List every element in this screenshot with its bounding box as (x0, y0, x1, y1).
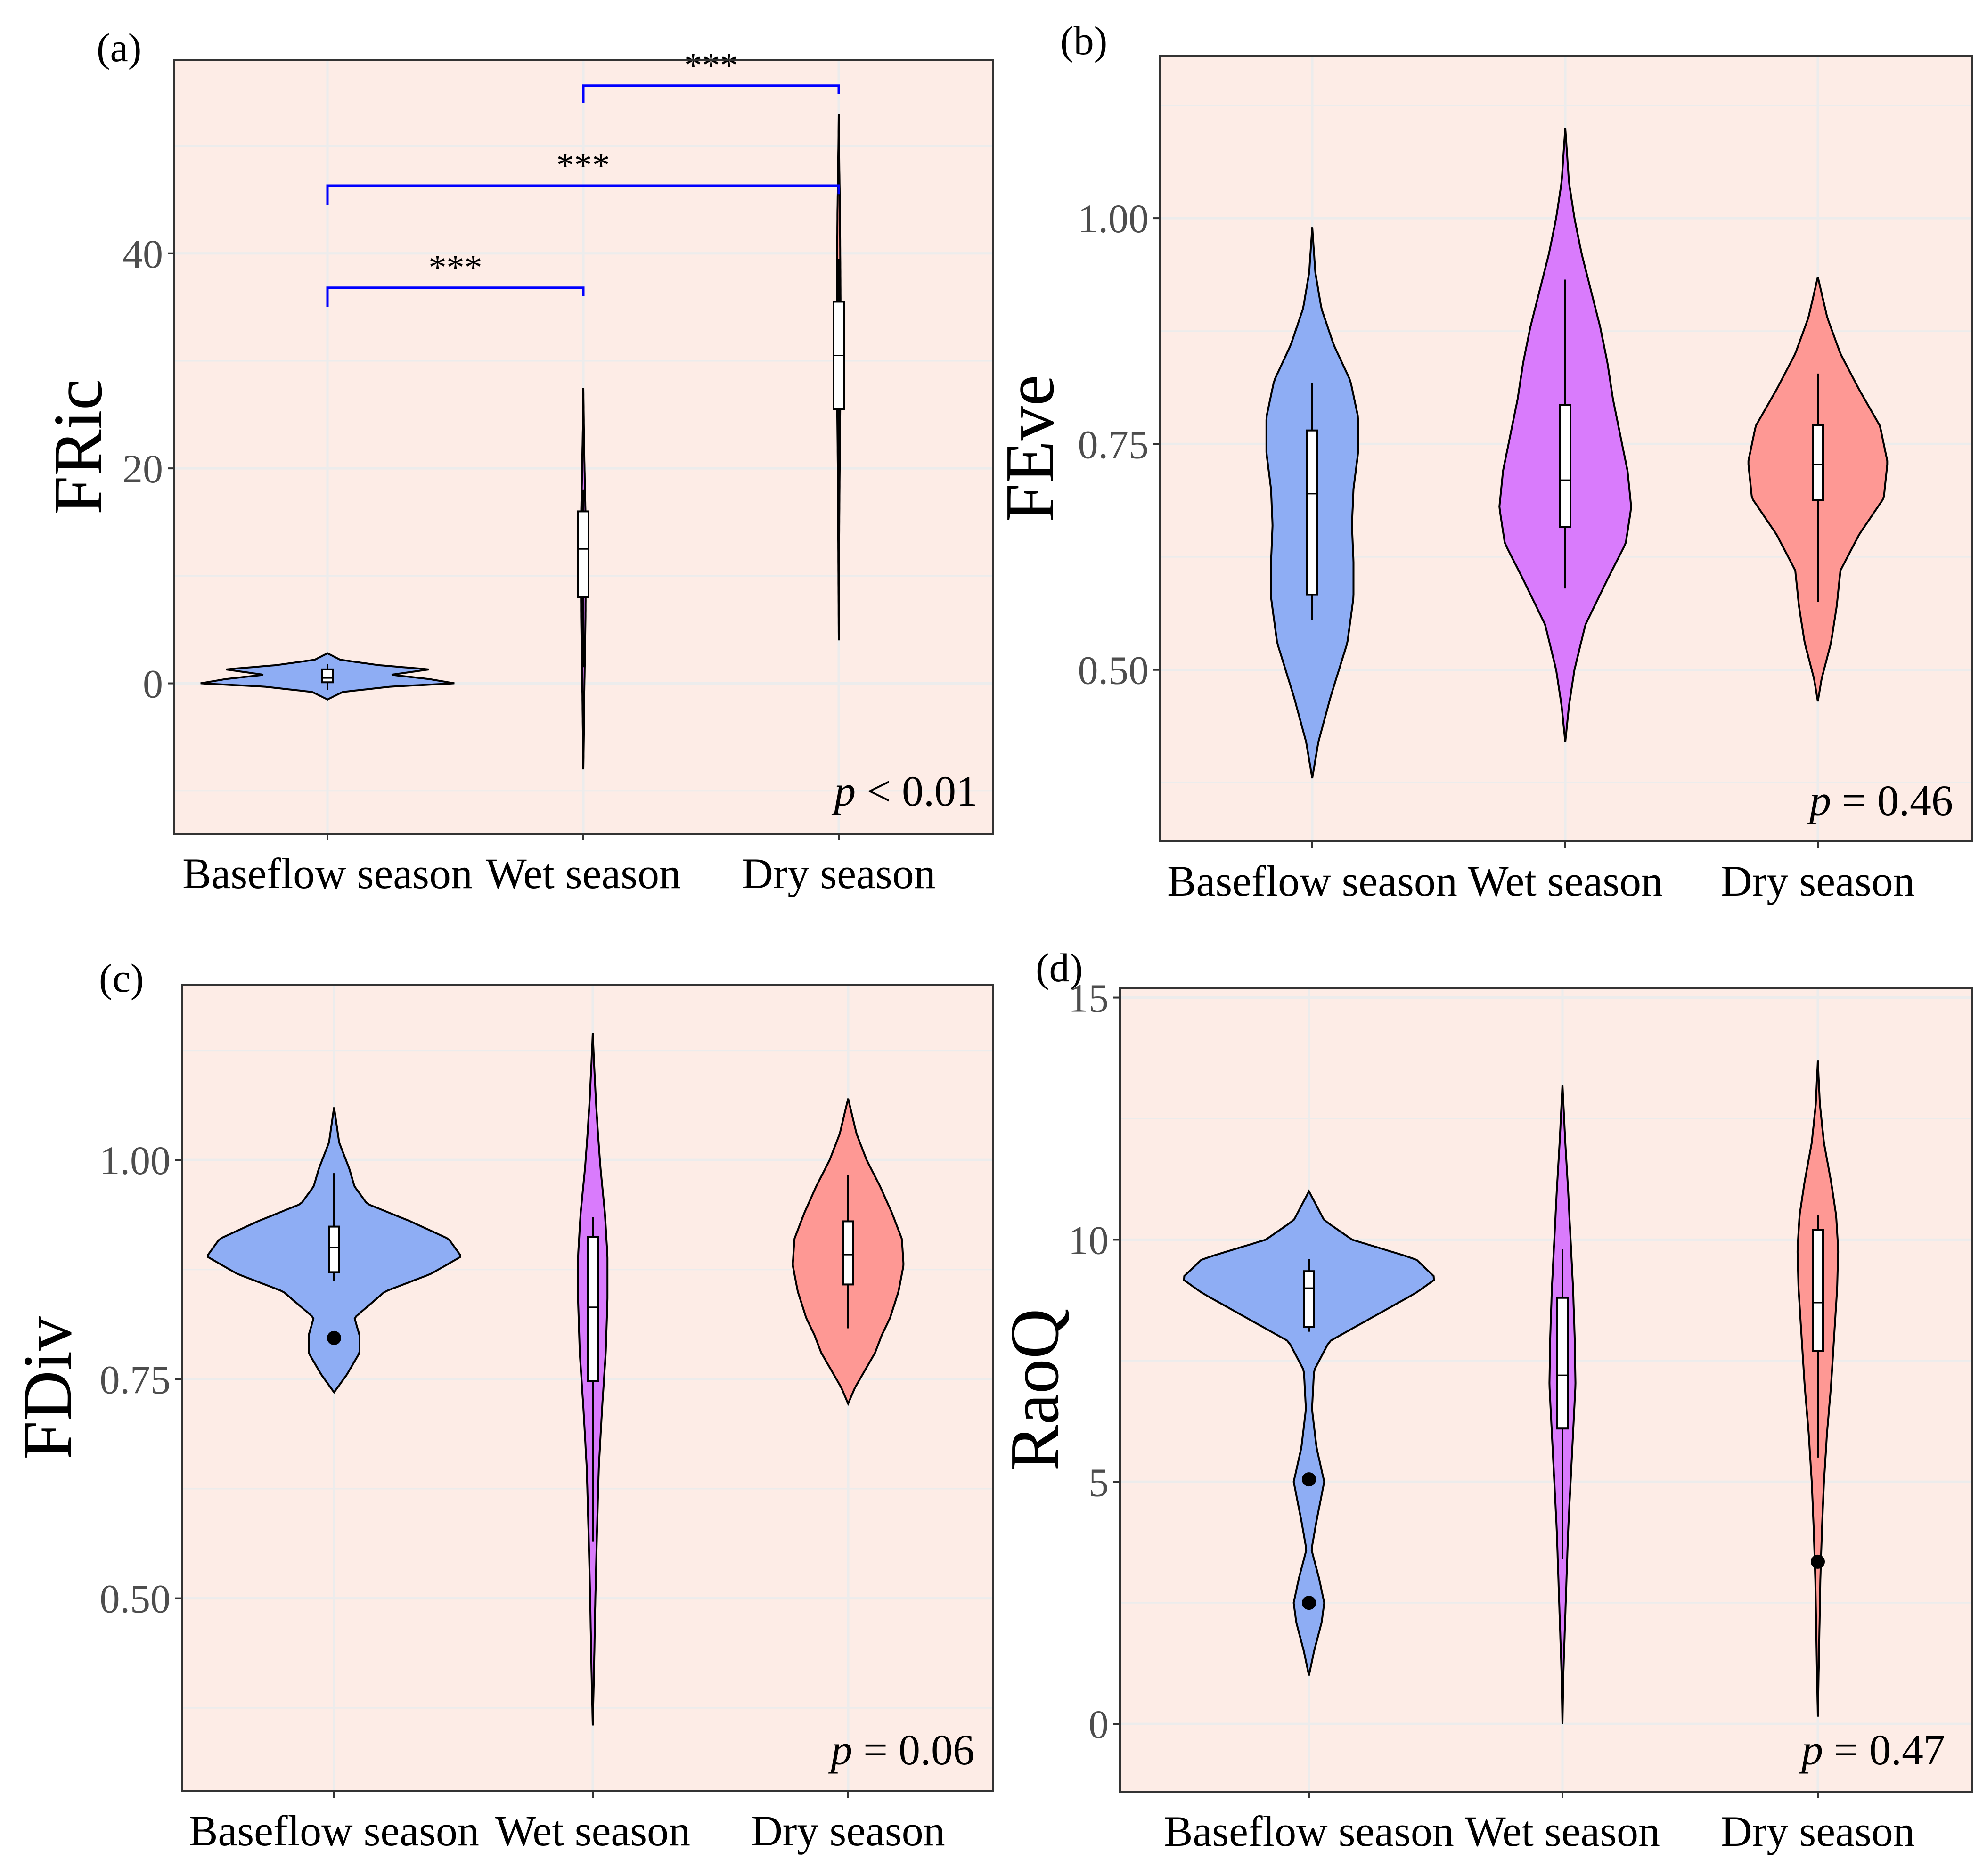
plot-background (1120, 988, 1972, 1792)
p-value-annotation: p = 0.06 (828, 1726, 974, 1774)
y-tick-label: 40 (123, 231, 163, 277)
y-tick-label: 1.00 (100, 1138, 171, 1183)
x-tick-label-wet: Wet season (1465, 1807, 1660, 1855)
x-tick-label-dry: Dry season (1721, 1807, 1914, 1855)
significance-bracket: *** (326, 248, 585, 307)
box-iqr (587, 1236, 599, 1382)
bracket-line (326, 286, 585, 307)
y-tick-label: 0 (1088, 1702, 1109, 1747)
panel-b: 0.50 0.75 1.00 Baseflow season Wet season Dry… (991, 18, 1973, 905)
p-value-text: < 0.01 (856, 767, 978, 815)
violin-dry (1747, 277, 1889, 702)
violin-dry (792, 1098, 905, 1406)
x-tick-label-dry: Dry season (742, 849, 935, 897)
violin-dry (833, 114, 845, 641)
y-tick-label: 0.75 (100, 1357, 171, 1402)
box-iqr (1812, 424, 1824, 501)
y-tick-label: 0.50 (100, 1576, 171, 1622)
box-iqr (328, 1225, 340, 1273)
significance-stars: *** (429, 248, 482, 287)
p-value-text: = 0.06 (852, 1726, 974, 1774)
violin-wet (577, 387, 589, 770)
p-value-annotation: p = 0.46 (1807, 776, 1953, 824)
box-iqr (1303, 1270, 1315, 1328)
y-axis-title: FRic (40, 379, 117, 515)
plot-border (181, 984, 994, 1792)
box-iqr (1306, 429, 1318, 596)
violin-baseflow (1265, 227, 1359, 779)
significance-stars: *** (556, 146, 610, 185)
violin-wet (577, 1033, 609, 1726)
bracket-line (582, 84, 840, 103)
p-value-annotation: p < 0.01 (831, 767, 978, 815)
violin-wet (1548, 1085, 1577, 1724)
x-tick-label-dry: Dry season (1721, 857, 1914, 905)
panel-a: *** *** *** 0 20 40 Baseflow season Wet season D… (40, 25, 994, 897)
y-tick-label: 1.00 (1078, 196, 1149, 241)
y-axis-title: FDiv (9, 1316, 86, 1460)
x-tick-label-wet: Wet season (1468, 857, 1663, 905)
y-tick-label: 20 (123, 446, 163, 491)
violin-dry (1796, 1060, 1840, 1717)
outlier-point (1302, 1472, 1316, 1487)
significance-stars: *** (684, 46, 738, 85)
panel-label: (d) (1036, 945, 1083, 990)
box-iqr (1556, 1297, 1569, 1430)
violin-body (1183, 1189, 1435, 1676)
y-axis-title: FEve (991, 375, 1069, 522)
x-tick-label-baseflow: Baseflow season (1167, 857, 1457, 905)
outlier-point (327, 1330, 341, 1345)
significance-bracket: *** (582, 46, 840, 103)
y-tick-label: 10 (1068, 1217, 1109, 1263)
box-iqr (1812, 1229, 1824, 1352)
plot-border (1119, 987, 1973, 1793)
x-tick-label-wet: Wet season (486, 849, 681, 897)
p-value-text: = 0.47 (1823, 1726, 1945, 1774)
y-axis-title: RaoQ (996, 1308, 1073, 1471)
x-tick-label-baseflow: Baseflow season (182, 849, 473, 897)
violin-baseflow (206, 1107, 462, 1394)
p-symbol: p (1807, 776, 1831, 824)
panel-label: (c) (99, 955, 144, 1001)
panel-label: (a) (97, 25, 141, 70)
p-value-text: = 0.46 (1831, 776, 1953, 824)
panel-label: (b) (1060, 18, 1107, 63)
violin-baseflow (200, 652, 455, 701)
x-tick-label-baseflow: Baseflow season (189, 1807, 479, 1855)
box-iqr (842, 1220, 854, 1286)
p-symbol: p (1799, 1726, 1823, 1774)
box-iqr (321, 668, 334, 684)
violin-baseflow (1183, 1189, 1435, 1676)
y-tick-label: 0.75 (1078, 422, 1149, 467)
box-iqr (1559, 404, 1571, 528)
bracket-line (326, 184, 840, 205)
outlier-point (1302, 1596, 1316, 1610)
x-tick-label-wet: Wet season (495, 1807, 690, 1855)
x-tick-label-dry: Dry season (751, 1807, 945, 1855)
significance-bracket: *** (326, 146, 840, 205)
box-iqr (577, 510, 589, 598)
p-value-annotation: p = 0.47 (1799, 1726, 1945, 1774)
p-symbol: p (831, 767, 856, 815)
y-tick-label: 0 (143, 661, 163, 707)
panel-d: 0 5 10 15 Baseflow season Wet season Dry seaso… (996, 945, 1973, 1855)
p-symbol: p (828, 1726, 852, 1774)
outlier-point (1811, 1554, 1825, 1569)
y-tick-label: 15 (1068, 976, 1109, 1021)
violin-wet (1498, 128, 1632, 742)
y-tick-label: 5 (1088, 1460, 1109, 1505)
y-tick-label: 0.50 (1078, 648, 1149, 693)
panel-c: 0.50 0.75 1.00 Baseflow season Wet season Dry… (9, 955, 994, 1855)
x-tick-label-baseflow: Baseflow season (1164, 1807, 1454, 1855)
